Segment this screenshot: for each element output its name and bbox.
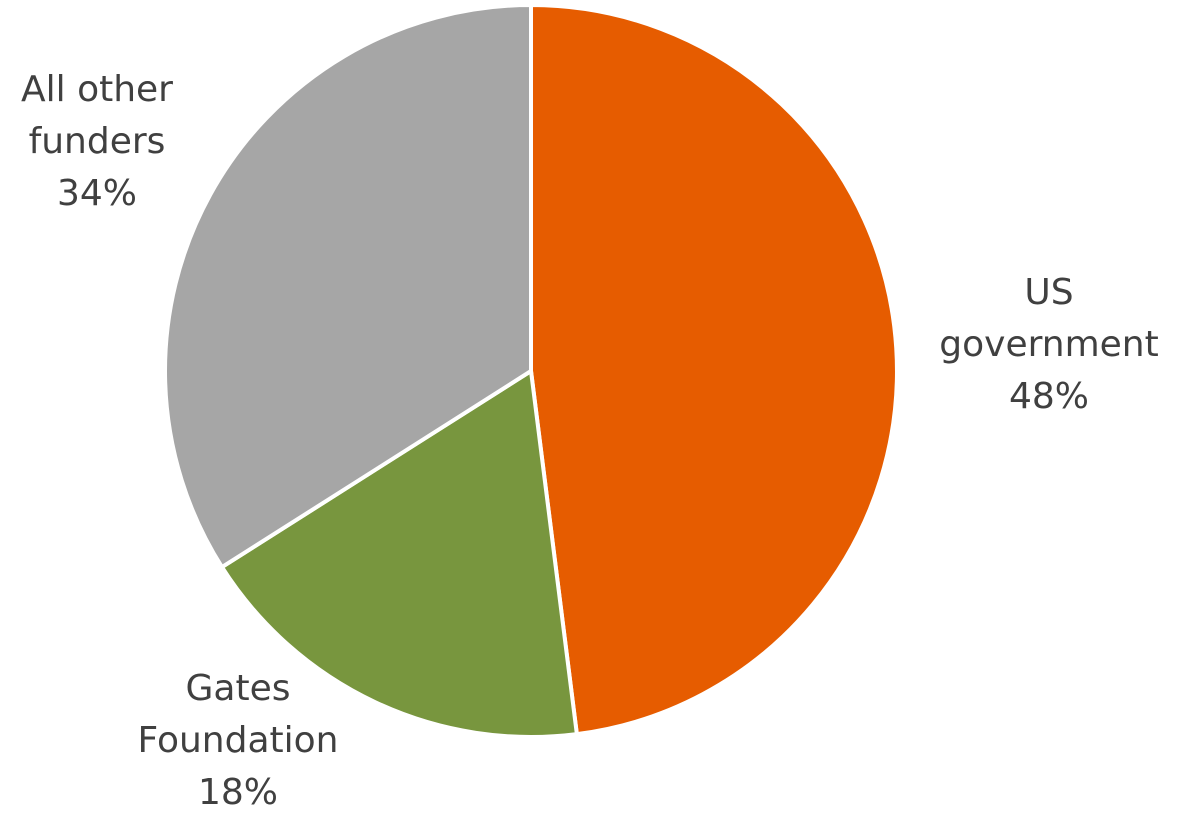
slice-label-all-other-funders: All other funders 34%	[21, 69, 173, 214]
pie-slice-all-other-funders	[163, 3, 533, 570]
slice-label-us-government: US government 48%	[939, 272, 1158, 417]
slice-label-gates-foundation: Gates Foundation 18%	[138, 668, 339, 813]
pie-slices	[163, 3, 899, 739]
pie-slice-us-government	[529, 3, 899, 737]
slice-labels: US government 48% Gates Foundation 18% All oth…	[21, 69, 1159, 813]
pie-slice-gates-foundation	[219, 369, 579, 739]
